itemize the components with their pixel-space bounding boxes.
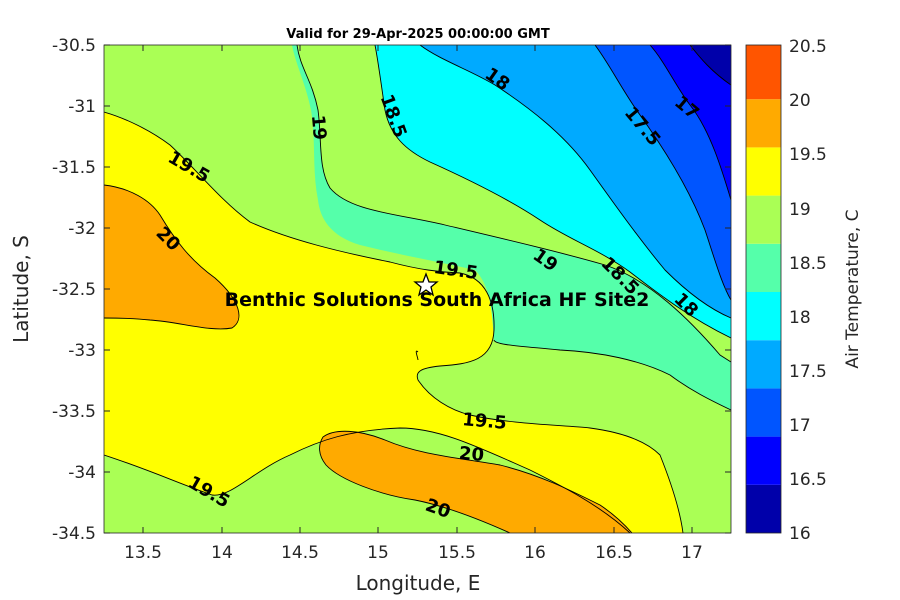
y-tick-label: -32	[68, 219, 96, 239]
band-20-20.5-west	[104, 185, 239, 329]
colorbar-frame	[745, 44, 782, 534]
x-tick-label: 14.5	[281, 543, 319, 563]
x-axis: 13.5 14 14.5 15 15.5 16 16.5 17	[124, 45, 703, 595]
colorbar-tick-label: 19	[789, 200, 811, 220]
colorbar-tick-label: 19.5	[789, 145, 827, 165]
y-tick: -31.5	[52, 158, 731, 178]
star-icon	[413, 272, 439, 297]
colorbar-tick-label: 20.5	[789, 37, 827, 57]
colorbar-band	[746, 147, 781, 196]
y-tick: -30.5	[52, 36, 731, 56]
colorbar-band	[746, 388, 781, 437]
x-tick-label: 14	[211, 543, 233, 563]
band-18.5-19	[292, 45, 731, 410]
y-tick-label: -31.5	[52, 158, 96, 178]
x-tick: 13.5	[124, 45, 162, 563]
colorbar-band	[746, 195, 781, 244]
x-tick: 15.5	[438, 45, 476, 563]
band-20-20.5-south	[319, 431, 632, 533]
y-tick: -33	[68, 341, 731, 361]
site-label: Benthic Solutions South Africa HF Site2	[225, 289, 650, 311]
map-title: Valid for 29-Apr-2025 00:00:00 GMT	[286, 27, 550, 42]
contour-label: 19	[307, 114, 330, 141]
x-tick-label: 15.5	[438, 543, 476, 563]
y-tick: -31	[68, 97, 731, 117]
band-19.5-20	[104, 112, 683, 533]
band-16.5-17	[650, 45, 731, 200]
y-tick-label: -32.5	[52, 280, 96, 300]
y-tick: -34	[68, 463, 731, 483]
colorbar-band	[746, 45, 781, 100]
site-marker[interactable]	[413, 272, 439, 297]
colorbar-tick-label: 18	[789, 308, 811, 328]
band-16-16.5	[690, 45, 731, 85]
colorbar-band	[746, 99, 781, 148]
x-tick: 14	[211, 45, 233, 563]
y-tick: -33.5	[52, 402, 731, 422]
colorbar-band	[746, 484, 781, 533]
colorbar-band	[746, 436, 781, 485]
y-tick-label: -33.5	[52, 402, 96, 422]
colorbar-tick-label: 20	[789, 91, 811, 111]
x-tick-label: 16	[524, 543, 546, 563]
y-tick-label: -30.5	[52, 36, 96, 56]
contour-lines	[104, 45, 731, 533]
y-tick: -32	[68, 219, 731, 239]
x-tick-label: 13.5	[124, 543, 162, 563]
colorbar-tick-label: 16	[789, 524, 811, 544]
colorbar-band	[746, 340, 781, 389]
y-tick-label: -34	[68, 463, 96, 483]
colorbar-tick-label: 17.5	[789, 362, 827, 382]
contour-field: 18 17.5 17 19 18.5 19.5 20 19.5 19 18.5 …	[104, 45, 731, 533]
colorbar-tick-label: 18.5	[789, 254, 827, 274]
x-tick-label: 15	[367, 543, 389, 563]
y-tick-label: -34.5	[52, 524, 96, 544]
colorbar-tick-label: 16.5	[789, 470, 827, 490]
y-tick: -34.5	[52, 524, 731, 544]
contour-label: 19.5	[461, 409, 507, 434]
x-tick-label: 16.5	[595, 543, 633, 563]
contour-label: 20	[458, 443, 485, 466]
y-tick: -32.5	[52, 280, 731, 300]
colorbar-band	[746, 292, 781, 341]
colorbar: 16 16.5 17 17.5 18 18.5 19 19.5 20 20.5 …	[745, 37, 863, 544]
y-tick-label: -31	[68, 97, 96, 117]
x-tick: 14.5	[281, 45, 319, 563]
y-tick-label: -33	[68, 341, 96, 361]
colorbar-label: Air Temperature, C	[843, 209, 863, 368]
x-axis-label: Longitude, E	[356, 571, 481, 595]
x-tick-label: 17	[681, 543, 703, 563]
x-tick: 16	[524, 45, 546, 563]
x-tick: 17	[681, 45, 703, 563]
x-tick: 15	[367, 45, 389, 563]
colorbar-tick-label: 17	[789, 416, 811, 436]
x-tick: 16.5	[595, 45, 633, 563]
colorbar-band	[746, 243, 781, 292]
y-axis: -30.5 -31 -31.5 -32 -32.5 -33 -33.5 -34	[9, 36, 731, 544]
y-axis-label: Latitude, S	[9, 235, 33, 343]
